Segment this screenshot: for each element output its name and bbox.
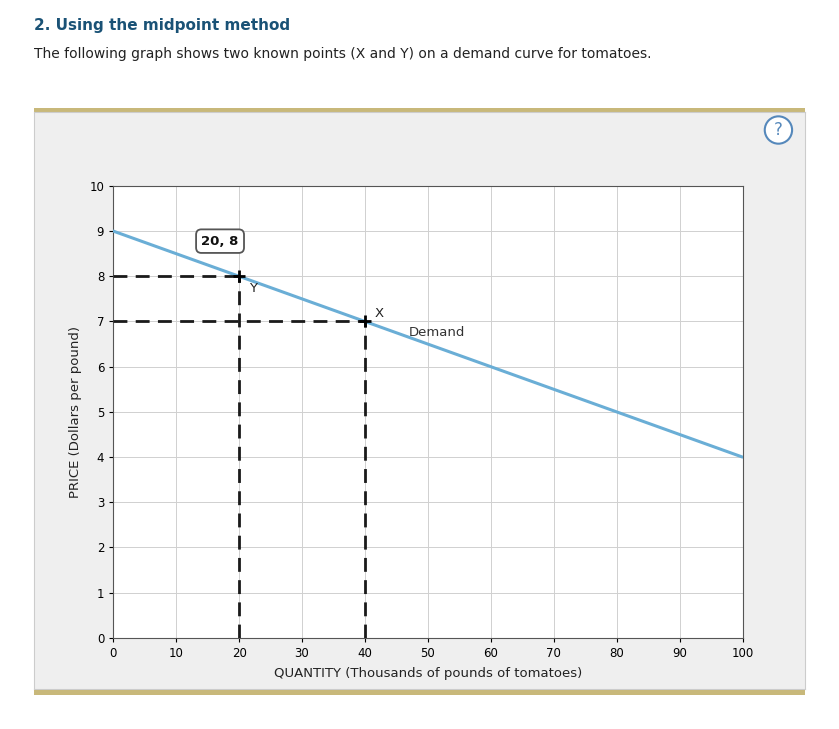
Text: X: X	[374, 307, 383, 320]
Text: The following graph shows two known points (X and Y) on a demand curve for tomat: The following graph shows two known poin…	[34, 47, 651, 61]
Text: ?: ?	[774, 121, 783, 139]
X-axis label: QUANTITY (Thousands of pounds of tomatoes): QUANTITY (Thousands of pounds of tomatoe…	[274, 667, 582, 680]
Text: Demand: Demand	[409, 327, 466, 339]
Text: 20, 8: 20, 8	[201, 235, 239, 248]
Text: Y: Y	[248, 282, 257, 295]
Text: 2. Using the midpoint method: 2. Using the midpoint method	[34, 18, 289, 34]
Y-axis label: PRICE (Dollars per pound): PRICE (Dollars per pound)	[70, 326, 82, 498]
